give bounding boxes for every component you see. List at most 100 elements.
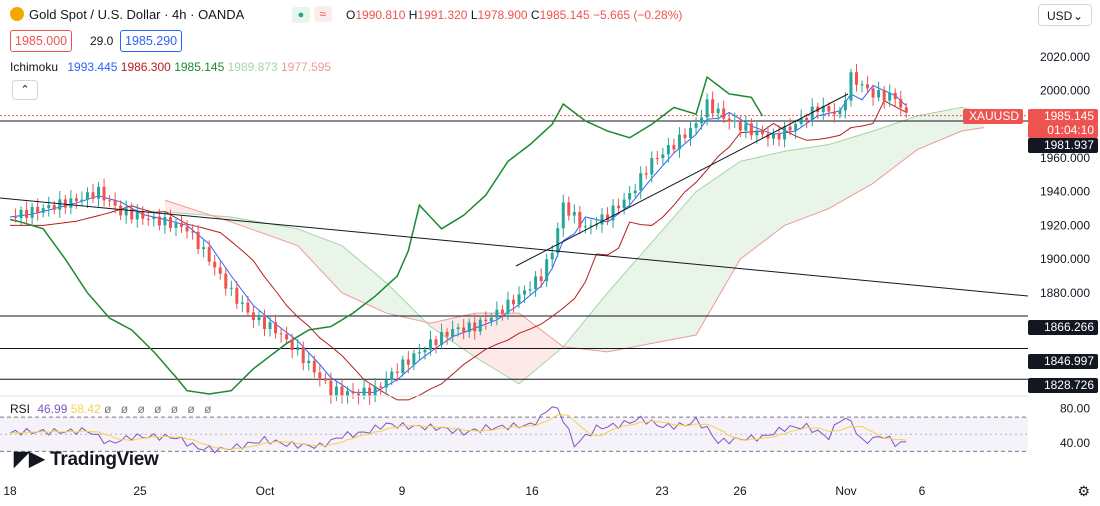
candle-body [583, 226, 587, 228]
candle-body [550, 252, 554, 260]
candle-body [534, 276, 538, 290]
candle-body [334, 386, 338, 396]
time-tick-label: 25 [133, 484, 147, 498]
time-tick-label: 18 [3, 484, 17, 498]
candle-body [30, 206, 34, 218]
sell-button[interactable]: 1985.000 [10, 30, 73, 52]
candle-body [329, 380, 333, 396]
candle-body [866, 84, 870, 89]
candle-body [672, 145, 676, 150]
symbol-tag: XAUUSD [963, 109, 1023, 124]
collapse-chevron-icon[interactable]: ⌃ [12, 80, 38, 100]
candle-body [578, 211, 582, 228]
span-a-value: 1989.873 [227, 60, 278, 74]
candle-body [279, 333, 283, 335]
candle-body [827, 106, 831, 112]
candle-body [561, 202, 565, 229]
candle-body [755, 130, 759, 136]
candle-body [213, 261, 217, 268]
candle-body [108, 200, 112, 202]
chikou-value: 1985.145 [174, 60, 225, 74]
cloud-segment [873, 115, 918, 184]
candle-body [368, 387, 372, 397]
candle-body [119, 205, 123, 216]
currency-select[interactable]: USD ⌄ [1038, 4, 1092, 26]
rsi-tick-label: 40.00 [1060, 436, 1090, 450]
candle-body [650, 158, 654, 175]
chevron-down-icon: ⌄ [1072, 9, 1083, 23]
candle-body [506, 299, 510, 314]
symbol-header[interactable]: Gold Spot / U.S. Dollar · 4h · OANDA [10, 7, 244, 22]
candle-body [633, 190, 637, 194]
candle-body [478, 319, 482, 332]
candle-body [572, 211, 576, 216]
price-tick-label: 2000.000 [1040, 84, 1090, 98]
span-a-line [164, 106, 984, 385]
buy-button[interactable]: 1985.290 [120, 30, 183, 52]
gold-icon [10, 7, 24, 21]
chikou-line [9, 75, 764, 395]
time-tick-label: 6 [919, 484, 926, 498]
candle-body [788, 126, 792, 131]
candle-body [484, 319, 488, 322]
candle-body [146, 218, 150, 220]
candle-body [428, 339, 432, 350]
candle-body [511, 299, 515, 305]
price-tick-label: 1900.000 [1040, 252, 1090, 266]
candle-body [274, 322, 278, 334]
time-axis[interactable]: 18 25 Oct 9 16 23 26 Nov 6 [3, 484, 925, 498]
rsi-value: 46.99 [37, 402, 68, 416]
candle-body [113, 200, 117, 206]
cloud-segment [231, 217, 298, 246]
candle-body [666, 145, 670, 155]
candle-body [240, 302, 244, 304]
line-tag-3: 1846.997 [1028, 354, 1098, 369]
candle-body [854, 72, 858, 85]
ichimoku-label: Ichimoku [10, 60, 59, 74]
settings-gear-icon[interactable]: ⚙ [1077, 483, 1090, 499]
eye-icon[interactable]: ● [292, 7, 310, 23]
candle-body [606, 214, 610, 221]
visibility-toggle[interactable]: ● ≈ [292, 6, 332, 23]
candle-body [268, 322, 272, 330]
span-b-value: 1977.595 [281, 60, 332, 74]
time-tick-label: 26 [733, 484, 747, 498]
price-tick-label: 1920.000 [1040, 218, 1090, 232]
candle-body [760, 130, 764, 135]
low-value: 1978.900 [477, 8, 528, 22]
candle-body [417, 352, 421, 354]
tenkan-value: 1993.445 [67, 60, 118, 74]
candle-body [888, 92, 892, 101]
candle-body [406, 359, 410, 365]
candle-body [467, 322, 471, 333]
candle-body [318, 372, 322, 379]
price-tick-label: 1960.000 [1040, 151, 1090, 165]
ichimoku-legend[interactable]: Ichimoku 1993.445 1986.300 1985.145 1989… [10, 60, 331, 74]
candle-body [307, 360, 311, 364]
approx-icon[interactable]: ≈ [313, 6, 332, 22]
cloud-segment [917, 107, 962, 150]
price-tick-label: 1940.000 [1040, 185, 1090, 199]
candle-body [224, 273, 228, 289]
currency-value: USD [1047, 9, 1073, 23]
candle-body [312, 360, 316, 373]
candle-body [97, 186, 101, 199]
cloud-segment [297, 228, 342, 293]
candle-body [655, 158, 659, 160]
candle-body [63, 199, 67, 208]
tenkan-line [9, 84, 907, 393]
candle-body [677, 134, 681, 150]
cloud-segment [696, 161, 741, 335]
candle-body [644, 173, 648, 175]
candle-body [495, 309, 499, 318]
candle-body [41, 208, 45, 213]
candle-body [661, 154, 665, 159]
candle-body [52, 205, 56, 210]
rsi-legend[interactable]: RSI 46.99 58.42 ø ø ø ø ø ø ø [10, 402, 214, 416]
tradingview-logo[interactable]: ◤▶ TradingView [14, 446, 159, 471]
kijun-line [10, 100, 907, 401]
candle-body [733, 120, 737, 122]
candle-body [174, 223, 178, 228]
horizontal-lines [0, 115, 1028, 380]
